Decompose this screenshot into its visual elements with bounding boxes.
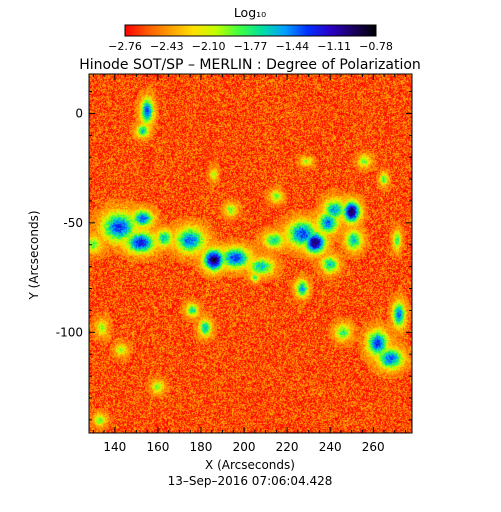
y-tick-label: -50 bbox=[63, 216, 83, 230]
x-tick-label: 200 bbox=[233, 440, 256, 454]
x-axis-label: X (Arcseconds) bbox=[205, 458, 295, 472]
x-tick-label: 220 bbox=[276, 440, 299, 454]
colorbar-tick-label: −1.44 bbox=[275, 40, 309, 53]
x-tick-label: 160 bbox=[146, 440, 169, 454]
x-tick-label: 140 bbox=[103, 440, 126, 454]
axes: 140 160 180 200 220 240 260 0 -50 -100 bbox=[56, 73, 413, 454]
y-tick-label: -100 bbox=[56, 325, 83, 339]
colorbar-tick-label: −1.11 bbox=[317, 40, 351, 53]
colorbar-tick-label: −0.78 bbox=[359, 40, 393, 53]
colorbar-tick-label: −2.76 bbox=[108, 40, 142, 53]
x-tick-label: 260 bbox=[362, 440, 385, 454]
x-tick-label: 180 bbox=[190, 440, 213, 454]
plot-area bbox=[89, 74, 412, 433]
plot-frame bbox=[88, 73, 413, 434]
heatmap-image bbox=[89, 74, 412, 433]
colorbar-tick-labels: −2.76 −2.43 −2.10 −1.77 −1.44 −1.11 −0.78 bbox=[108, 40, 393, 53]
colorbar-title: Log₁₀ bbox=[234, 5, 266, 20]
date-label: 13–Sep–2016 07:06:04.428 bbox=[168, 474, 333, 488]
chart-title: Hinode SOT/SP – MERLIN : Degree of Polar… bbox=[79, 57, 421, 73]
x-tick-label: 240 bbox=[319, 440, 342, 454]
y-tick-label: 0 bbox=[75, 106, 83, 120]
colorbar bbox=[124, 24, 377, 37]
colorbar-tick-label: −1.77 bbox=[234, 40, 268, 53]
colorbar-tick-label: −2.10 bbox=[192, 40, 226, 53]
colorbar-tick-label: −2.43 bbox=[150, 40, 184, 53]
y-axis-label: Y (Arcseconds) bbox=[27, 210, 41, 300]
